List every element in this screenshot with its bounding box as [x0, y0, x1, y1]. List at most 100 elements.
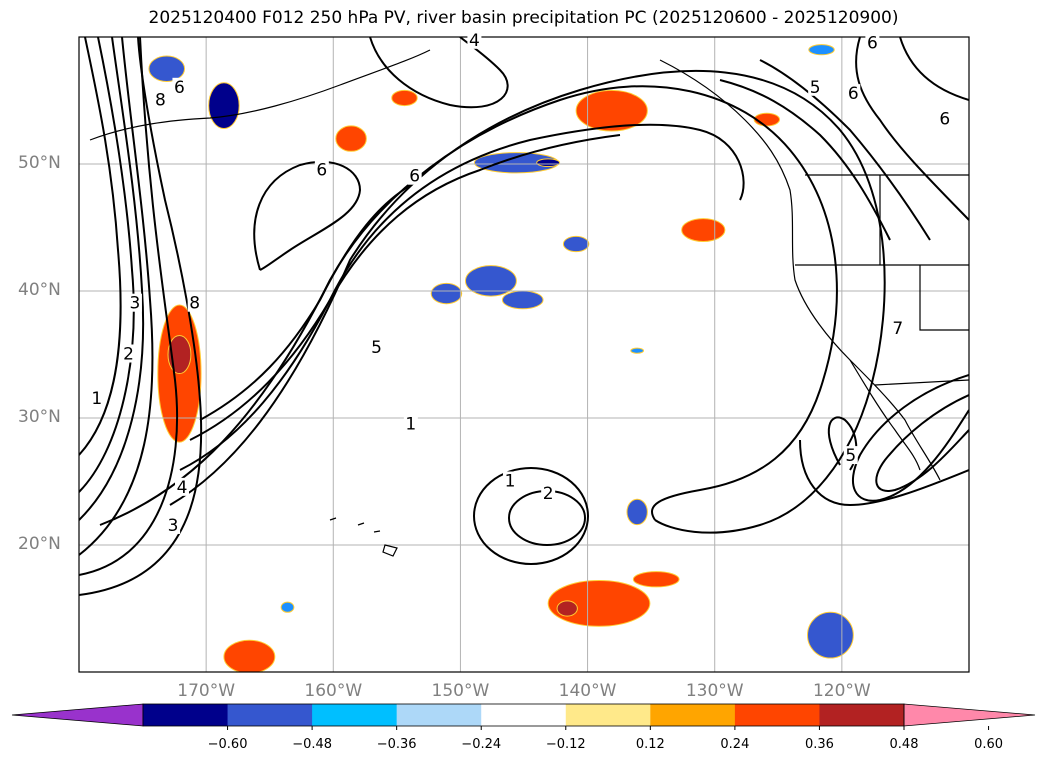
pv-contour — [79, 37, 203, 596]
pv-contour — [79, 37, 145, 521]
contour-label-bg — [172, 77, 187, 96]
baja-coast — [849, 359, 921, 471]
contour-label-bg — [846, 84, 861, 103]
contour-label: 7 — [892, 319, 903, 339]
pv-contour — [179, 123, 745, 471]
precip-anomaly-region — [808, 44, 835, 56]
colorbar-segment — [565, 704, 651, 726]
colorbar-segment — [227, 704, 313, 726]
precip-anomaly-region — [430, 282, 463, 305]
contour-label: 4 — [177, 478, 188, 498]
contour-label-bg — [541, 484, 556, 503]
contour-label-bg — [890, 319, 905, 338]
contour-label: 2 — [123, 345, 134, 365]
contour-label: 6 — [316, 160, 327, 180]
pv-contour — [855, 37, 969, 221]
colorbar-segment — [481, 704, 567, 726]
precip-anomaly-region — [465, 265, 517, 297]
contour-label: 3 — [168, 516, 179, 536]
contour-label: 8 — [189, 294, 200, 314]
pv-contour — [79, 37, 179, 576]
aleutian-islands — [89, 49, 431, 141]
contour-label: 6 — [867, 33, 878, 53]
contour-label: 5 — [810, 78, 821, 98]
contour-label: 4 — [469, 31, 480, 51]
pv-contour — [899, 37, 969, 101]
colorbar-segment — [312, 704, 398, 726]
pv-contour — [369, 37, 509, 109]
colorbar-segment — [650, 704, 736, 726]
pv-contour — [79, 37, 154, 556]
north-america-coast — [659, 59, 941, 481]
map-title: 2025120400 F012 250 hPa PV, river basin … — [148, 8, 899, 28]
pv-contour — [799, 439, 969, 507]
contour-label-bg — [467, 30, 482, 49]
precipitation-layer — [148, 44, 854, 672]
precip-anomaly-region — [632, 571, 680, 588]
colorbar-tick-label: 0.36 — [804, 737, 834, 752]
longitude-label: 120°W — [812, 681, 871, 701]
colorbar-tick-label: −0.48 — [292, 737, 333, 752]
colorbar-tick-label: 0.60 — [974, 737, 1004, 752]
colorbar-segment — [734, 704, 820, 726]
contour-label: 1 — [91, 389, 102, 409]
pv-contour — [199, 179, 421, 421]
colorbar — [11, 703, 1036, 730]
precip-anomaly-region — [807, 611, 854, 659]
pv-contour — [875, 394, 969, 492]
contour-label-bg — [407, 166, 422, 185]
coastlines — [89, 49, 969, 557]
colorbar-frame — [142, 703, 905, 727]
contour-label-bg — [153, 90, 168, 109]
longitude-label: 140°W — [558, 681, 617, 701]
contour-label-bg — [403, 414, 418, 433]
precip-anomaly-region — [501, 290, 544, 310]
colorbar-tick-label: −0.36 — [376, 737, 417, 752]
longitude-label: 130°W — [685, 681, 744, 701]
precip-anomaly-region — [562, 235, 590, 253]
latitude-label: 50°N — [18, 153, 61, 173]
contour-label: 6 — [939, 110, 950, 130]
precip-anomaly-region — [391, 89, 418, 107]
pv-contour — [851, 374, 969, 502]
contour-label-bg — [808, 77, 823, 96]
colorbar-extend-high — [903, 703, 1036, 727]
contour-label-bg — [843, 446, 858, 465]
colorbar-tick-label: 0.12 — [635, 737, 665, 752]
contour-label: 5 — [845, 446, 856, 466]
precip-anomaly-region — [626, 498, 648, 526]
latitude-label: 40°N — [18, 280, 61, 300]
precip-anomaly-region — [148, 55, 186, 82]
pv-contour — [759, 59, 931, 241]
state-border — [919, 265, 969, 331]
precip-anomaly-region — [681, 218, 726, 242]
contour-label: 8 — [155, 91, 166, 111]
pv-contour — [473, 467, 589, 565]
latitude-label: 30°N — [18, 407, 61, 427]
latitude-label: 20°N — [18, 534, 61, 554]
colorbar-tick-label: −0.60 — [207, 737, 248, 752]
colorbar-tick-label: −0.12 — [545, 737, 586, 752]
precip-anomaly-region — [556, 600, 578, 617]
contour-label-bg — [865, 33, 880, 52]
longitude-label: 150°W — [431, 681, 490, 701]
contour-label: 5 — [371, 338, 382, 358]
pv-contour — [253, 160, 362, 271]
precip-anomaly-region — [208, 82, 240, 129]
precip-anomaly-region — [575, 89, 648, 132]
colorbar-extend-low — [11, 703, 144, 727]
colorbar-segment — [143, 704, 229, 726]
contour-label-bg — [503, 471, 518, 490]
map-frame — [78, 36, 970, 673]
precip-anomaly-region — [536, 158, 561, 168]
pv-contours — [79, 37, 969, 596]
contour-label-bg — [127, 293, 142, 312]
precip-anomaly-region — [335, 125, 367, 152]
precip-anomaly-region — [280, 601, 295, 613]
grid-lines — [79, 37, 969, 672]
precip-anomaly-region — [630, 347, 645, 354]
contour-label: 3 — [130, 294, 141, 314]
pv-contour — [719, 79, 891, 241]
